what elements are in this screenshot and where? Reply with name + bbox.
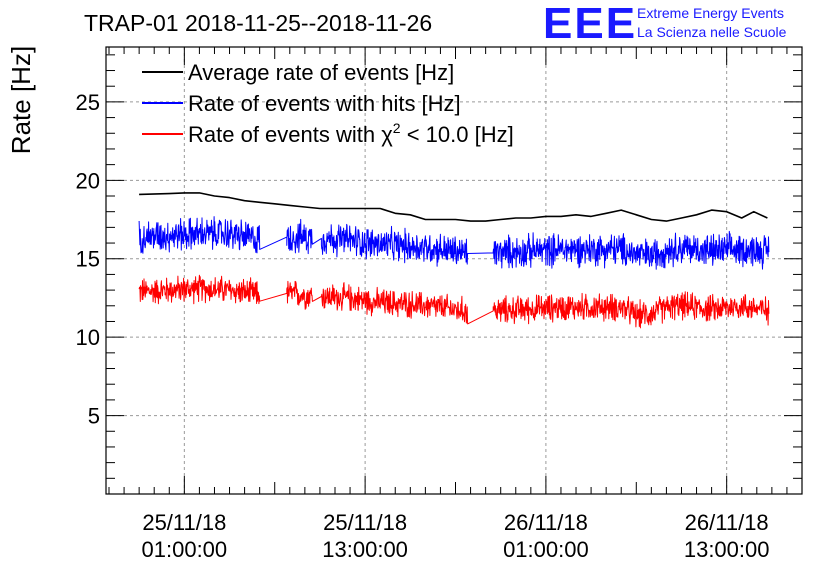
x-tick-time-label: 01:00:00 [142,537,228,562]
series-line-chi2 [138,274,770,329]
legend: Average rate of events [Hz] Rate of even… [142,60,514,147]
x-tick-date-label: 25/11/18 [323,510,407,535]
legend-label-chi2: Rate of events with χ2 < 10.0 [Hz] [188,120,514,147]
eee-logo-line1: Extreme Energy Events [637,5,785,21]
series-line-average [139,192,768,222]
x-tick-time-label: 13:00:00 [322,537,408,562]
y-axis-label: Rate [Hz] [6,46,36,154]
x-tick-date-label: 25/11/18 [142,510,226,535]
series-layer [138,192,770,329]
tick-layer [106,47,803,494]
legend-label-average: Average rate of events [Hz] [188,60,454,85]
y-tick-label: 15 [76,247,100,272]
eee-logo-line2: La Scienza nelle Scuole [637,24,787,40]
eee-logo-mark: EEE [543,0,638,48]
plot-frame [105,46,803,495]
chart-title: TRAP-01 2018-11-25--2018-11-26 [84,10,432,36]
x-tick-date-label: 26/11/18 [685,510,769,535]
y-tick-label: 20 [76,168,100,193]
y-tick-label: 25 [76,90,100,115]
legend-chi2-prefix: Rate of events with [188,122,381,147]
x-tick-date-label: 26/11/18 [504,510,588,535]
grid-layer [106,47,802,494]
label-layer: 51015202525/11/1801:00:0025/11/1813:00:0… [76,90,770,562]
x-tick-time-label: 13:00:00 [684,537,770,562]
y-tick-label: 5 [88,404,100,429]
legend-chi2-symbol: χ [381,122,393,147]
legend-chi2-suffix: < 10.0 [Hz] [401,122,514,147]
legend-label-hits: Rate of events with hits [Hz] [188,91,461,116]
series-line-hits [138,216,770,270]
y-tick-label: 10 [76,325,100,350]
legend-chi2-superscript: 2 [393,120,401,136]
x-tick-time-label: 01:00:00 [503,537,589,562]
